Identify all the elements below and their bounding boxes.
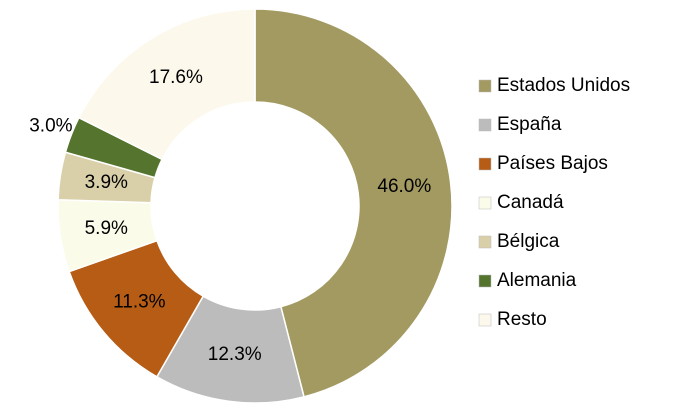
legend-swatch bbox=[478, 274, 492, 288]
legend-swatch bbox=[478, 157, 492, 171]
data-label: 11.3% bbox=[113, 291, 166, 312]
data-label: 3.9% bbox=[85, 172, 128, 193]
data-label: 17.6% bbox=[149, 67, 203, 88]
legend-label: Canadá bbox=[497, 192, 564, 213]
legend-swatch bbox=[478, 313, 492, 327]
legend-label: Alemania bbox=[497, 270, 577, 291]
legend-swatch bbox=[478, 235, 492, 249]
legend-label: España bbox=[497, 114, 562, 135]
donut-slice bbox=[254, 8, 453, 398]
donut-slice bbox=[77, 8, 256, 161]
data-label: 5.9% bbox=[85, 218, 128, 239]
legend-label: Países Bajos bbox=[497, 153, 608, 174]
data-label: 12.3% bbox=[208, 344, 262, 365]
legend-swatch bbox=[478, 79, 492, 93]
data-label: 3.0% bbox=[29, 116, 72, 137]
legend-label: Estados Unidos bbox=[497, 75, 630, 96]
legend-swatch bbox=[478, 196, 492, 210]
legend-label: Resto bbox=[497, 309, 547, 330]
legend-swatch bbox=[478, 118, 492, 132]
data-label: 46.0% bbox=[377, 176, 431, 197]
legend-label: Bélgica bbox=[497, 231, 560, 252]
